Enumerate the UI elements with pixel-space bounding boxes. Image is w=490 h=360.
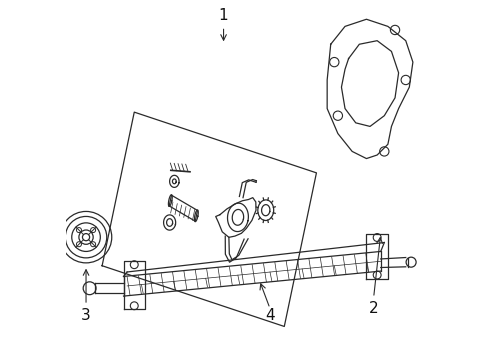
Text: 2: 2 [369,301,378,316]
Text: 3: 3 [81,308,91,323]
Text: 4: 4 [265,308,275,323]
Text: 1: 1 [219,8,228,23]
